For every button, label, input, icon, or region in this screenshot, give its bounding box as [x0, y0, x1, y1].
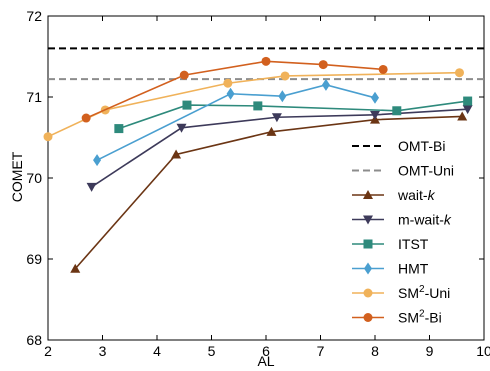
y-axis-label: COMET: [9, 151, 25, 202]
legend-label: SM2-Uni: [398, 284, 450, 301]
data-point-sm2-uni: [223, 78, 233, 88]
legend-entry-hmt: HMT: [352, 261, 429, 277]
data-point-itst: [392, 106, 402, 116]
x-tick-label: 8: [371, 343, 379, 359]
x-tick-label: 3: [99, 343, 107, 359]
data-point-itst: [182, 100, 192, 110]
data-point-sm2-bi: [378, 64, 388, 74]
series-hmt: [93, 78, 379, 167]
x-tick-label: 6: [262, 343, 270, 359]
data-point-hmt: [93, 154, 102, 167]
series-sm2-bi: [81, 56, 388, 123]
series-line-sm2-bi: [85, 60, 384, 119]
data-point-m-wait-k: [462, 105, 473, 115]
data-point-hmt: [371, 91, 379, 104]
legend-label: OMT-Uni: [398, 163, 454, 179]
legend-swatch-marker: [363, 215, 373, 225]
legend-entry-sm2-uni: SM2-Uni: [352, 284, 450, 301]
data-point-sm2-bi: [81, 113, 91, 123]
legend: OMT-Bi OMT-Uni wait-k m-wait-k ITST HMT SM2-Un…: [352, 138, 454, 326]
legend-entry-omt-bi: OMT-Bi: [352, 138, 445, 154]
legend-swatch-marker: [363, 239, 373, 249]
legend-entry-sm2-bi: SM2-Bi: [352, 309, 442, 326]
data-point-m-wait-k: [176, 123, 187, 133]
x-tick-label: 5: [208, 343, 216, 359]
data-point-sm2-uni: [43, 132, 53, 142]
legend-label: HMT: [398, 261, 429, 277]
data-point-wait-k: [457, 111, 468, 121]
x-tick-label: 7: [317, 343, 325, 359]
legend-entry-omt-uni: OMT-Uni: [352, 163, 454, 179]
reference-lines: [48, 47, 484, 81]
data-point-wait-k: [70, 263, 81, 273]
x-tick-label: 9: [426, 343, 434, 359]
y-tick-label: 70: [26, 170, 42, 186]
data-point-hmt: [226, 87, 235, 100]
legend-swatch-marker: [363, 190, 373, 199]
x-tick-label: 2: [44, 343, 52, 359]
legend-swatch-marker: [364, 262, 372, 275]
legend-label: SM2-Bi: [398, 309, 442, 326]
data-point-sm2-uni: [454, 68, 464, 78]
legend-entry-wait-k: wait-k: [352, 187, 436, 203]
legend-swatch-marker: [363, 313, 373, 322]
legend-label: ITST: [398, 236, 429, 252]
data-point-m-wait-k: [271, 113, 282, 123]
legend-swatch-marker: [363, 288, 373, 298]
legend-entry-m-wait-k: m-wait-k: [352, 212, 452, 228]
series-layer: [43, 56, 473, 273]
data-point-itst: [253, 101, 263, 111]
data-point-wait-k: [266, 126, 277, 136]
data-point-sm2-bi: [179, 70, 189, 80]
data-point-itst: [463, 96, 473, 106]
data-point-sm2-bi: [261, 56, 271, 66]
y-tick-label: 72: [26, 8, 42, 24]
y-tick-label: 69: [26, 251, 42, 267]
data-point-m-wait-k: [86, 182, 97, 192]
legend-entry-itst: ITST: [352, 236, 429, 252]
legend-label: m-wait-k: [398, 212, 452, 228]
x-tick-label: 10: [476, 343, 490, 359]
data-point-itst: [114, 124, 124, 134]
x-axis-label: AL: [257, 353, 274, 369]
y-tick-label: 68: [26, 332, 42, 348]
legend-label: wait-k: [397, 187, 436, 203]
legend-label: OMT-Bi: [398, 138, 445, 154]
series-m-wait-k: [86, 105, 473, 192]
data-point-sm2-bi: [318, 60, 328, 70]
data-point-sm2-uni: [280, 71, 290, 81]
series-line-itst: [118, 100, 468, 130]
series-itst: [114, 96, 473, 134]
data-point-m-wait-k: [370, 110, 380, 120]
data-point-wait-k: [171, 149, 182, 159]
y-tick-label: 71: [26, 89, 42, 105]
axis-ticks: 2 3 4 5 6 7 8 9 10 68 69 70 71 72: [26, 8, 490, 359]
data-point-hmt: [321, 78, 330, 91]
data-point-hmt: [278, 90, 287, 103]
x-tick-label: 4: [153, 343, 161, 359]
